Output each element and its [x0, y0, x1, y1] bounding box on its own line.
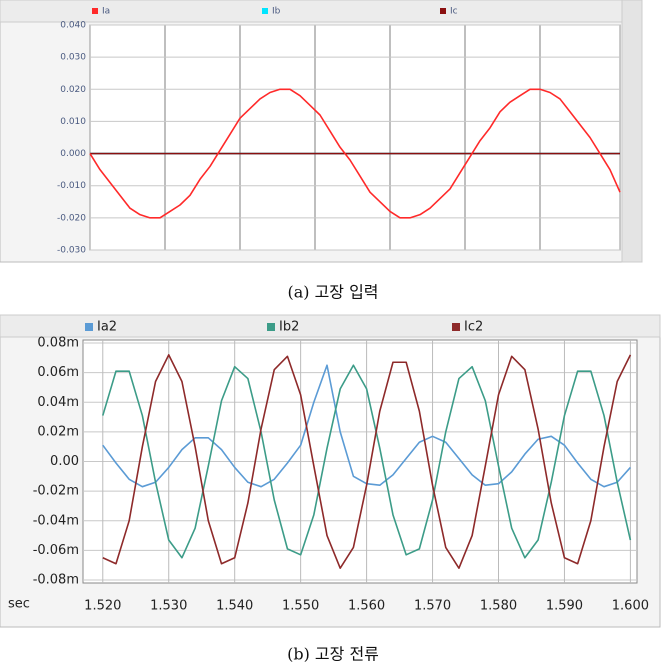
y-tick-label: 0.08m [37, 336, 79, 351]
legend-label: Ia2 [97, 320, 117, 335]
x-tick-label: 1.570 [414, 599, 451, 614]
x-tick-label: 1.600 [612, 599, 649, 614]
legend-label: Ia [102, 7, 110, 17]
x-tick-label: 1.540 [216, 599, 253, 614]
y-tick-label: 0.02m [37, 424, 79, 439]
y-tick-label: 0.030 [60, 53, 86, 63]
legend-swatch [267, 323, 275, 331]
legend-swatch [92, 8, 98, 14]
legend-swatch [85, 323, 93, 331]
y-tick-label: 0.010 [60, 117, 86, 127]
x-tick-label: 1.530 [150, 599, 187, 614]
series-line [102, 364, 632, 559]
legend-swatch [440, 8, 446, 14]
legend-swatch [452, 323, 460, 331]
series-line [89, 88, 621, 219]
x-tick-label: 1.520 [84, 599, 121, 614]
y-tick-label: 0.00 [50, 454, 79, 469]
x-tick-label: 1.560 [348, 599, 385, 614]
legend-label: Ib [272, 7, 281, 17]
y-tick-label: -0.04m [33, 513, 79, 528]
legend-label: Ib2 [279, 320, 299, 335]
scrollbar [621, 0, 643, 263]
x-axis-label: sec [8, 597, 30, 612]
y-tick-label: -0.06m [33, 543, 79, 558]
caption: (b) 고장 전류 [287, 645, 379, 664]
y-tick-label: 0.020 [60, 85, 86, 95]
caption: (a) 고장 입력 [287, 283, 378, 302]
y-tick-label: -0.020 [57, 213, 86, 223]
legend-bar-b [0, 314, 661, 338]
y-tick-label: -0.08m [33, 573, 79, 588]
x-tick-label: 1.580 [480, 599, 517, 614]
y-tick-label: 0.000 [60, 149, 86, 159]
vertical-grid-a [164, 25, 541, 250]
x-tick-label: 1.550 [282, 599, 319, 614]
series-line [102, 354, 632, 569]
plot-area-a [89, 24, 621, 251]
x-tick-label: 1.590 [546, 599, 583, 614]
legend-swatch [262, 8, 268, 14]
y-tick-label: -0.02m [33, 484, 79, 499]
y-tick-label: 0.040 [60, 21, 86, 31]
y-tick-label: -0.010 [57, 181, 86, 191]
legend-label: Ic [450, 7, 458, 17]
y-tick-label: 0.06m [37, 365, 79, 380]
legend-label: Ic2 [464, 320, 483, 335]
y-tick-label: -0.030 [57, 246, 86, 256]
y-tick-label: 0.04m [37, 395, 79, 410]
